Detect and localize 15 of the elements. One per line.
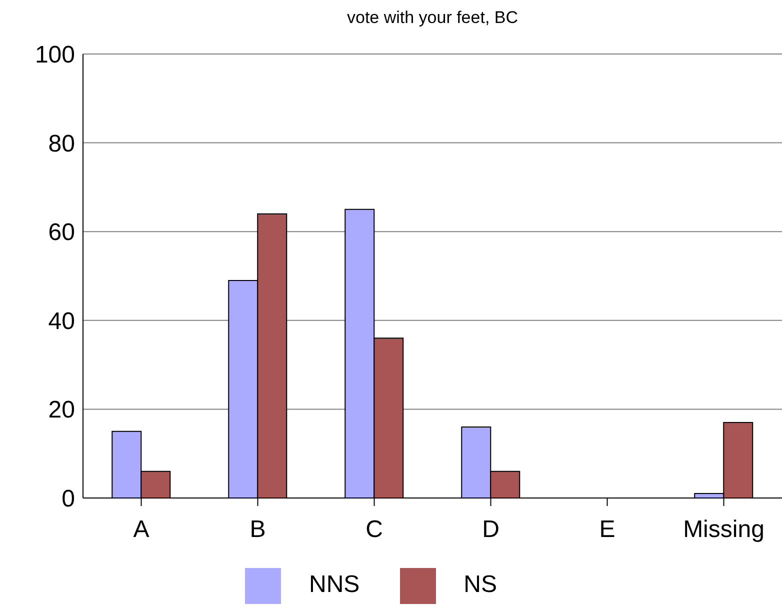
y-tick-label: 40 [48,308,75,335]
x-tick-label: B [250,516,266,544]
chart-title: vote with your feet, BC [346,8,520,28]
x-tick-label: A [133,516,150,544]
x-tick-label: E [599,516,616,544]
y-tick-label: 20 [48,396,75,424]
legend-label: NNS [308,571,360,598]
y-tick-label: 60 [48,219,75,246]
y-tick-label: 100 [34,42,75,69]
x-tick-label: C [366,516,383,544]
x-tick-label: D [482,516,500,544]
y-tick-label: 0 [62,486,75,513]
x-tick-label: Missing [683,516,764,544]
y-tick-label: 80 [48,130,75,158]
legend-label: NS [464,571,497,598]
